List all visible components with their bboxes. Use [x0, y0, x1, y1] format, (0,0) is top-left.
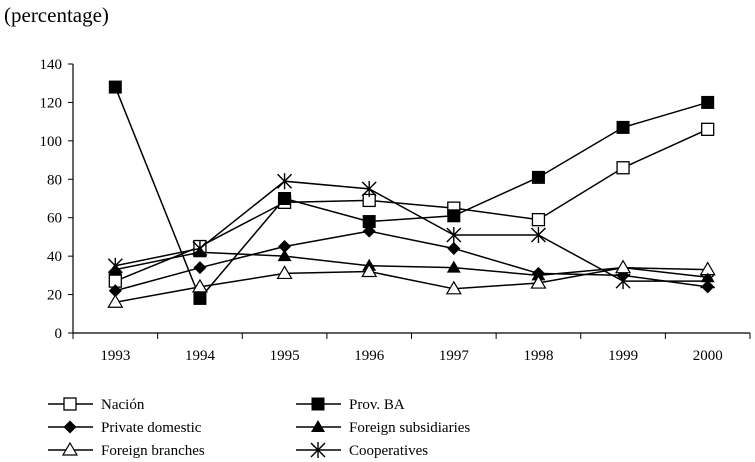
data-point [277, 173, 293, 190]
chart-axes: 0 20 40 60 80 100 120 140 1993 1994 1995 1996 1997 19… [40, 57, 751, 364]
legend-item: Foreign branches [48, 441, 205, 459]
data-point [445, 280, 462, 295]
y-tick-label: 20 [47, 288, 62, 304]
data-point [107, 294, 124, 308]
series-private-domestic [108, 224, 715, 298]
data-point [362, 224, 376, 238]
data-point [701, 95, 715, 109]
x-tick-label: 1994 [185, 348, 216, 364]
legend-item: Foreign subsidiaries [296, 420, 470, 436]
data-point [531, 212, 546, 227]
x-tick-label: 1997 [439, 348, 470, 364]
x-tick-label: 1995 [270, 348, 300, 364]
data-point [446, 227, 462, 244]
unit-label: (percentage) [4, 3, 109, 27]
data-point [530, 227, 546, 244]
data-point [277, 249, 292, 262]
data-point [276, 265, 293, 280]
data-point [192, 240, 208, 257]
data-point [531, 170, 545, 184]
data-point [700, 273, 716, 290]
x-tick-label: 1999 [608, 348, 638, 364]
data-point [531, 268, 546, 281]
data-point [615, 273, 631, 290]
data-point [446, 260, 461, 273]
legend: Nación Prov. BA Private domestic Foreign su… [48, 397, 470, 459]
y-tick-label: 140 [40, 57, 63, 73]
x-tick-label: 2000 [693, 348, 723, 364]
legend-label: Foreign branches [101, 443, 205, 459]
series-line [115, 266, 708, 303]
y-tick-label: 100 [40, 134, 63, 150]
series-cooperatives [107, 173, 716, 290]
legend-item: Prov. BA [296, 397, 405, 413]
x-tick-label: 1998 [523, 348, 553, 364]
data-point [447, 209, 461, 223]
data-point [191, 278, 208, 293]
data-point [108, 80, 122, 94]
legend-marker [63, 397, 77, 411]
legend-label: Foreign subsidiaries [349, 420, 470, 436]
legend-marker [63, 420, 77, 434]
data-point [107, 257, 123, 274]
series-line [114, 86, 708, 300]
legend-marker [61, 441, 79, 456]
data-point [530, 274, 547, 289]
data-point [193, 261, 207, 275]
x-tick-label: 1996 [354, 348, 385, 364]
y-tick-label: 40 [47, 249, 62, 265]
data-point [108, 284, 122, 298]
series-layer [107, 80, 716, 308]
legend-item: Nación [48, 397, 145, 413]
data-point [361, 180, 377, 197]
legend-marker [311, 420, 325, 432]
data-point [616, 120, 630, 134]
series-line [115, 251, 708, 279]
y-tick-label: 0 [55, 326, 63, 342]
legend-marker [311, 397, 325, 411]
y-tick-label: 120 [40, 95, 63, 111]
data-point [616, 161, 630, 175]
data-point [361, 263, 378, 278]
data-point [699, 261, 716, 276]
y-tick-label: 60 [47, 211, 62, 227]
series-foreign-branches [107, 259, 716, 308]
data-point [278, 240, 292, 254]
x-tick-label: 1993 [100, 348, 130, 364]
series-line [115, 230, 708, 292]
legend-item: Private domestic [48, 420, 202, 436]
legend-label: Prov. BA [349, 397, 405, 413]
data-point [278, 192, 292, 205]
y-tick-label: 80 [47, 172, 62, 188]
series-line [115, 180, 708, 282]
legend-item: Cooperatives [296, 442, 428, 459]
data-point [701, 122, 715, 136]
data-point [447, 241, 461, 255]
legend-marker [310, 442, 326, 458]
legend-label: Private domestic [101, 420, 202, 436]
data-point [615, 259, 632, 274]
legend-label: Nación [101, 397, 145, 413]
data-point [193, 291, 207, 305]
series-line [115, 128, 708, 282]
legend-label: Cooperatives [349, 443, 428, 459]
